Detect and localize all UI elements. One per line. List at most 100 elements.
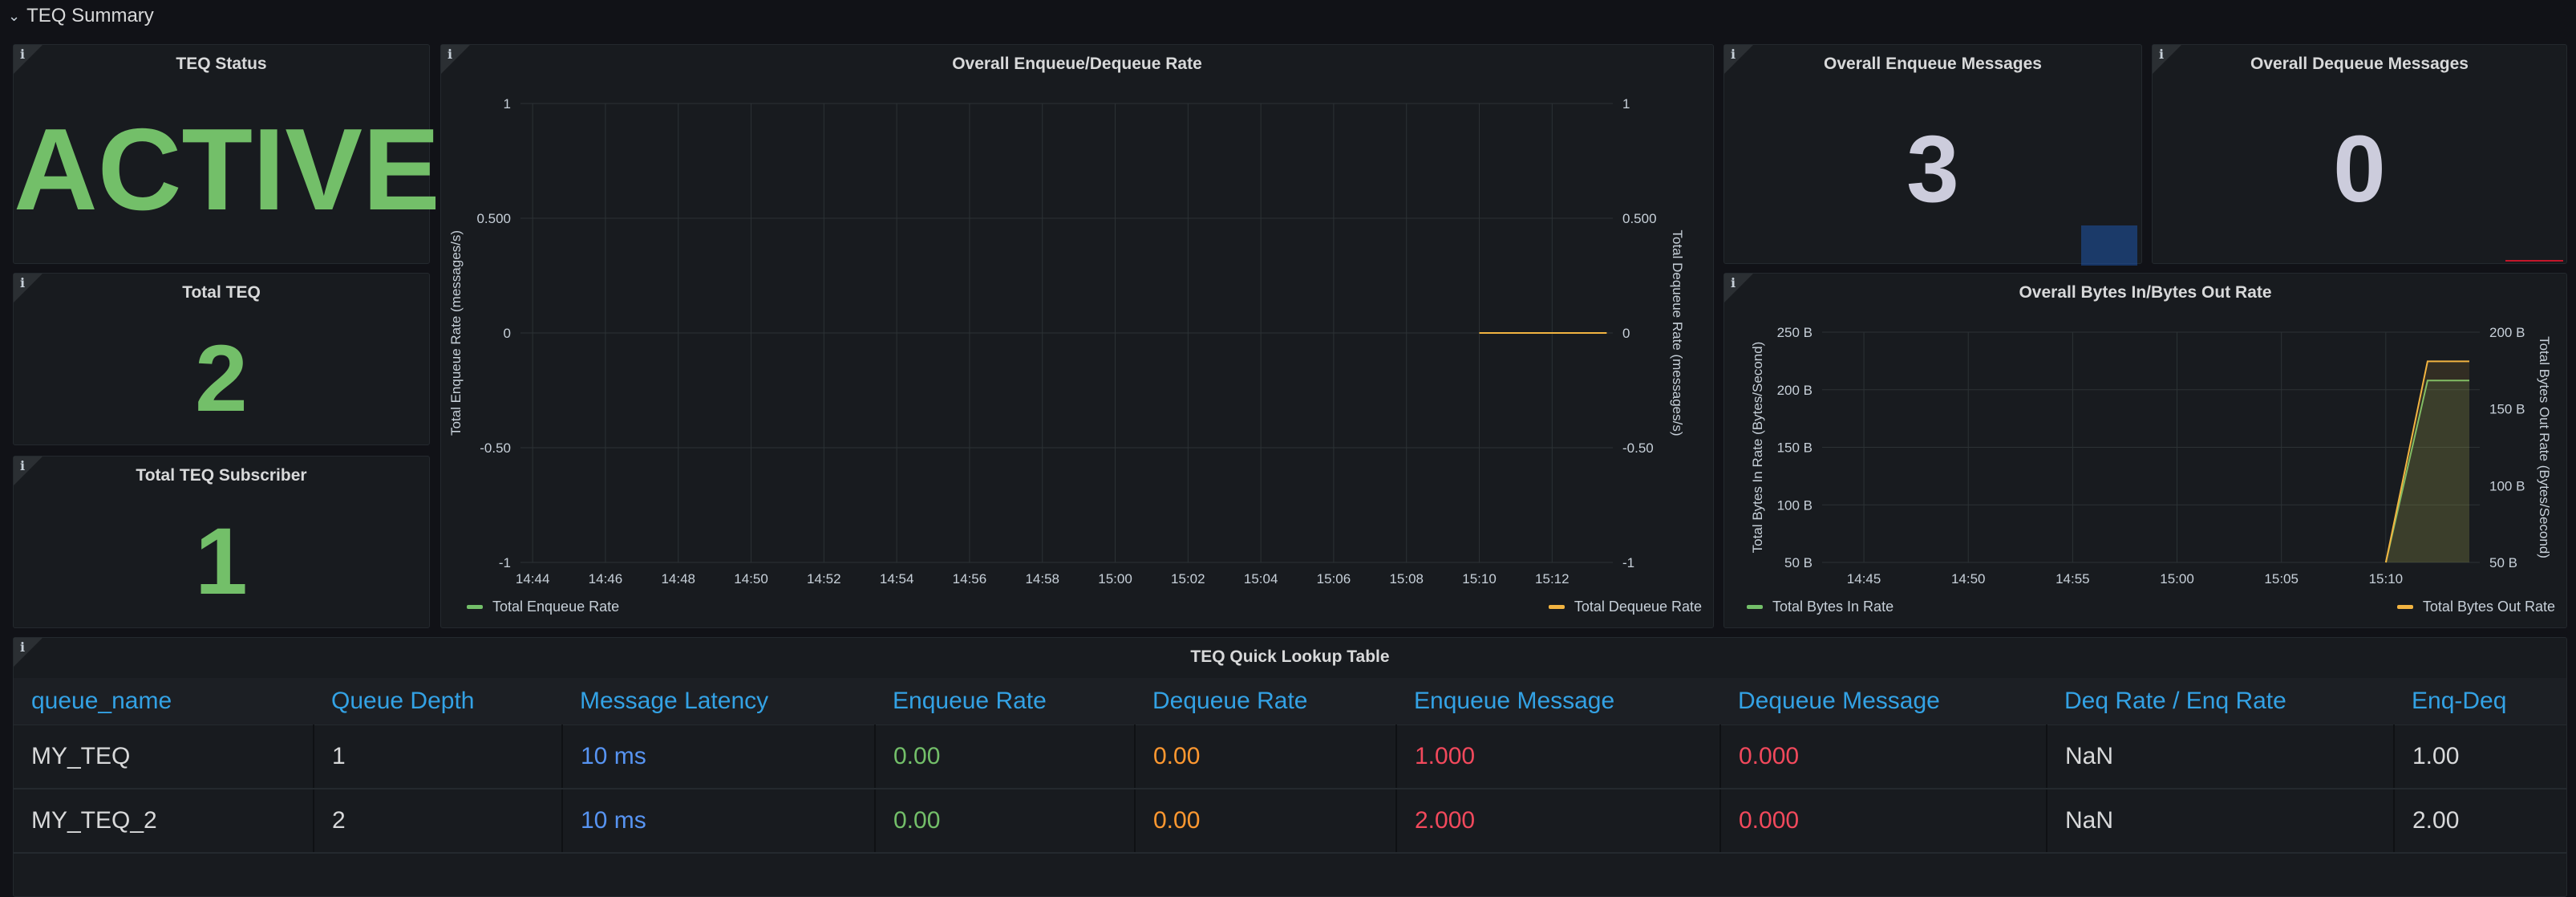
x-tick-label: 15:10 xyxy=(1462,571,1497,586)
legend-label: Total Enqueue Rate xyxy=(492,599,620,615)
panel-info-corner[interactable] xyxy=(1724,45,1753,74)
legend-item-bytes-in[interactable]: Total Bytes In Rate xyxy=(1747,599,1894,615)
x-tick-label: 15:02 xyxy=(1171,571,1205,586)
table-body: MY_TEQ 1 10 ms 0.00 0.00 1.000 0.000 NaN 1.00 MY_… xyxy=(14,724,2566,854)
x-tick-label: 14:56 xyxy=(953,571,987,586)
table-cell: 2.000 xyxy=(1396,789,1721,854)
stat-value: 2 xyxy=(195,326,248,432)
info-icon[interactable]: i xyxy=(448,47,453,62)
legend-swatch xyxy=(1747,605,1763,609)
stat-value: ACTIVE xyxy=(14,104,440,234)
y-axis-label: Total Enqueue Rate (messages/s) xyxy=(448,230,464,436)
table-cell: 0.00 xyxy=(1135,789,1397,854)
panel-info-corner[interactable] xyxy=(441,45,470,74)
y-tick-label: 100 B xyxy=(1777,497,1813,513)
table-cell: NaN xyxy=(2047,724,2395,789)
column-header[interactable]: Enq-Deq xyxy=(2394,678,2566,725)
y-tick-label-right: -0.50 xyxy=(1622,440,1654,456)
x-tick-label: 15:00 xyxy=(2160,571,2194,586)
panel-info-corner[interactable] xyxy=(2153,45,2181,74)
y-tick-label-right: 150 B xyxy=(2489,402,2525,417)
panel-info-corner[interactable] xyxy=(1724,274,1753,302)
y-tick-label: 0 xyxy=(504,326,511,341)
table-cell: 10 ms xyxy=(562,789,876,854)
legend-swatch xyxy=(467,605,483,609)
stat-value: 0 xyxy=(2333,116,2386,222)
sparkline xyxy=(2505,260,2563,262)
panel-title: TEQ Status xyxy=(176,55,267,73)
panel-title: Total TEQ Subscriber xyxy=(136,466,307,485)
table-cell: MY_TEQ_2 xyxy=(14,789,314,854)
y-tick-label-right: 200 B xyxy=(2489,325,2525,340)
x-tick-label: 14:46 xyxy=(589,571,623,586)
table-row[interactable]: MY_TEQ_2 2 10 ms 0.00 0.00 2.000 0.000 NaN 2.00 xyxy=(14,789,2566,854)
column-header[interactable]: Queue Depth xyxy=(314,678,562,725)
panel-overall-enqueue-messages[interactable]: i Overall Enqueue Messages 3 xyxy=(1723,44,2142,266)
info-icon[interactable]: i xyxy=(20,639,26,655)
info-icon[interactable]: i xyxy=(2159,47,2165,62)
column-header[interactable]: Dequeue Rate xyxy=(1135,678,1396,725)
panel-teq-quick-lookup-table[interactable]: i TEQ Quick Lookup Table queue_name Queue… xyxy=(13,637,2567,897)
row-header-teq-summary[interactable]: ⌄ TEQ Summary xyxy=(8,2,154,30)
panel-info-corner[interactable] xyxy=(14,457,43,485)
panel-title: Total TEQ xyxy=(182,283,261,302)
bytes-chart[interactable]: 250 B 200 B 150 B 100 B 50 B 200 B 150 B 100 B 5… xyxy=(1724,274,2568,629)
y-axis-label-right: Total Dequeue Rate (messages/s) xyxy=(1670,229,1685,436)
stat-value: 1 xyxy=(195,509,248,615)
table-cell: 0.000 xyxy=(1720,724,2047,789)
info-icon[interactable]: i xyxy=(20,47,26,62)
column-header[interactable]: Deq Rate / Enq Rate xyxy=(2047,678,2394,725)
info-icon[interactable]: i xyxy=(20,458,26,473)
table-header-row: queue_name Queue Depth Message Latency Enqu… xyxy=(14,678,2566,725)
y-tick-label: -1 xyxy=(499,555,511,570)
column-header[interactable]: Enqueue Rate xyxy=(875,678,1135,725)
panel-total-teq[interactable]: i Total TEQ 2 xyxy=(13,273,430,445)
y-tick-label-right: 0.500 xyxy=(1622,211,1657,226)
table-row[interactable]: MY_TEQ 1 10 ms 0.00 0.00 1.000 0.000 NaN 1.00 xyxy=(14,724,2566,789)
info-icon[interactable]: i xyxy=(1731,47,1736,62)
panel-info-corner[interactable] xyxy=(14,638,43,667)
panel-teq-status[interactable]: i TEQ Status ACTIVE xyxy=(13,44,440,264)
x-tick-label: 14:54 xyxy=(880,571,914,586)
panel-info-corner[interactable] xyxy=(14,45,43,74)
legend-item-dequeue-rate[interactable]: Total Dequeue Rate xyxy=(1548,599,1702,615)
x-tick-label: 14:50 xyxy=(734,571,768,586)
y-tick-label-right: -1 xyxy=(1622,555,1634,570)
panel-enqueue-dequeue-rate[interactable]: i Overall Enqueue/Dequeue Rate 1 0.500 0 -0… xyxy=(440,44,1714,628)
table-cell: 0.00 xyxy=(1135,724,1397,789)
info-icon[interactable]: i xyxy=(20,275,26,290)
info-icon[interactable]: i xyxy=(1731,275,1736,290)
sparkline xyxy=(2081,225,2137,266)
column-header[interactable]: Enqueue Message xyxy=(1396,678,1720,725)
x-tick-label: 14:44 xyxy=(516,571,550,586)
series-area xyxy=(2385,361,2469,562)
y-tick-label-right: 1 xyxy=(1622,96,1630,112)
x-tick-label: 14:50 xyxy=(1951,571,1986,586)
legend-item-enqueue-rate[interactable]: Total Enqueue Rate xyxy=(467,599,619,615)
table-cell: 2 xyxy=(314,789,563,854)
panel-title: Overall Enqueue Messages xyxy=(1824,55,2042,73)
chevron-down-icon[interactable]: ⌄ xyxy=(8,7,21,24)
table-cell: 10 ms xyxy=(562,724,876,789)
y-tick-label: 50 B xyxy=(1784,555,1813,570)
x-tick-label: 14:48 xyxy=(661,571,695,586)
column-header[interactable]: Dequeue Message xyxy=(1720,678,2047,725)
panel-info-corner[interactable] xyxy=(14,274,43,302)
panel-title: TEQ Quick Lookup Table xyxy=(1190,647,1390,666)
y-tick-label-right: 100 B xyxy=(2489,478,2525,493)
table-cell: 0.000 xyxy=(1720,789,2047,854)
y-tick-label: 250 B xyxy=(1777,325,1813,340)
series-line xyxy=(2384,360,2469,563)
panel-total-teq-subscriber[interactable]: i Total TEQ Subscriber 1 xyxy=(13,456,430,628)
panel-title: Overall Bytes In/Bytes Out Rate xyxy=(2019,283,2272,302)
column-header[interactable]: queue_name xyxy=(14,678,314,725)
y-tick-label: 200 B xyxy=(1777,383,1813,398)
table-cell: 1.000 xyxy=(1396,724,1721,789)
x-tick-label: 14:58 xyxy=(1025,571,1059,586)
legend-item-bytes-out[interactable]: Total Bytes Out Rate xyxy=(2396,599,2555,615)
column-header[interactable]: Message Latency xyxy=(562,678,875,725)
panel-bytes-in-out-rate[interactable]: i Overall Bytes In/Bytes Out Rate 250 B 2… xyxy=(1723,273,2567,628)
panel-title: Overall Dequeue Messages xyxy=(2250,55,2469,73)
rate-chart[interactable]: 1 0.500 0 -0.50 -1 1 0.500 0 -0.50 -1 14:44 14:46 14… xyxy=(441,45,1715,629)
panel-overall-dequeue-messages[interactable]: i Overall Dequeue Messages 0 xyxy=(2152,44,2567,264)
